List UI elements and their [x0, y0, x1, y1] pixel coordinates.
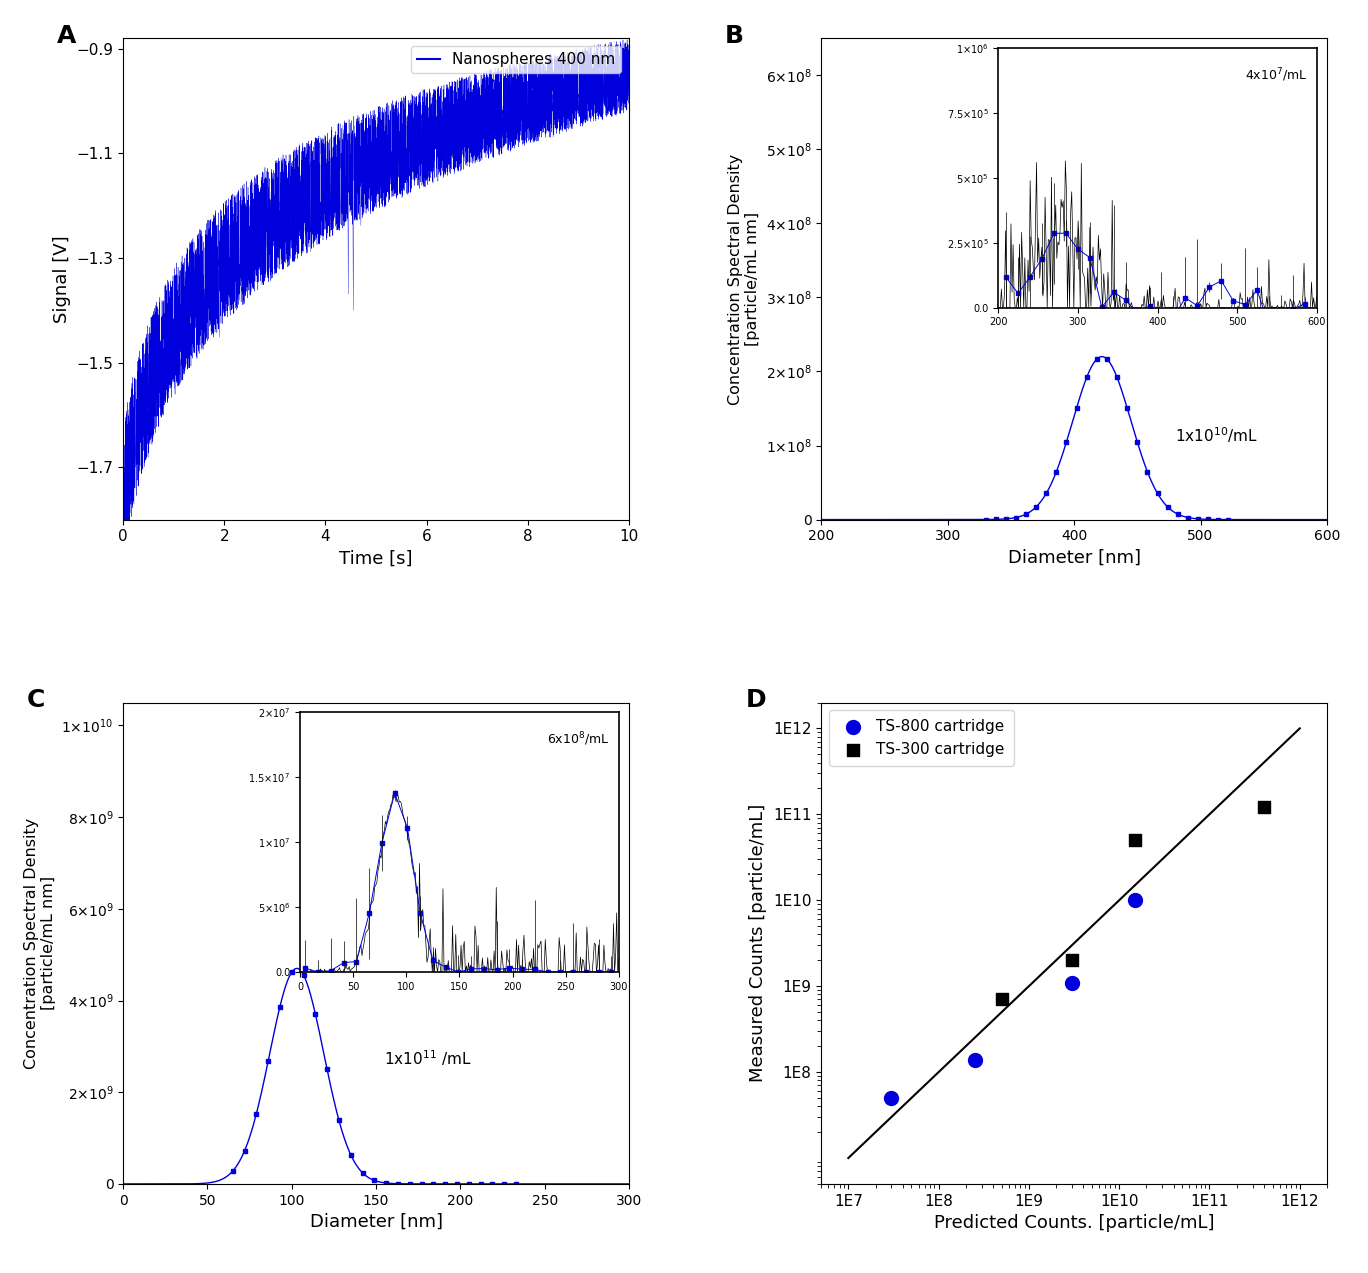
Text: A: A [57, 24, 77, 48]
TS-800 cartridge [1062, 973, 1083, 993]
Y-axis label: Signal [V]: Signal [V] [53, 236, 71, 322]
TS-300 cartridge [1253, 797, 1275, 817]
TS-800 cartridge [881, 1087, 903, 1108]
X-axis label: Diameter [nm]: Diameter [nm] [309, 1213, 442, 1231]
Text: 1x10$^{10}$/mL: 1x10$^{10}$/mL [1175, 425, 1259, 444]
TS-300 cartridge [990, 989, 1012, 1009]
Legend: Nanospheres 400 nm: Nanospheres 400 nm [410, 46, 621, 73]
Y-axis label: Concentration Spectral Density
[particle/mL nm]: Concentration Spectral Density [particle… [728, 153, 761, 405]
X-axis label: Predicted Counts. [particle/mL]: Predicted Counts. [particle/mL] [934, 1214, 1215, 1232]
Y-axis label: Measured Counts [particle/mL]: Measured Counts [particle/mL] [750, 805, 767, 1082]
X-axis label: Time [s]: Time [s] [339, 550, 413, 568]
Text: C: C [27, 689, 45, 712]
Y-axis label: Concentration Spectral Density
[particle/mL nm]: Concentration Spectral Density [particle… [23, 817, 56, 1069]
TS-800 cartridge [1124, 890, 1146, 910]
Legend: TS-800 cartridge, TS-300 cartridge: TS-800 cartridge, TS-300 cartridge [829, 710, 1014, 766]
TS-300 cartridge [1062, 950, 1083, 970]
Text: 1x10$^{11}$ /mL: 1x10$^{11}$ /mL [384, 1048, 472, 1068]
Text: B: B [725, 24, 744, 48]
Text: D: D [746, 689, 766, 712]
TS-800 cartridge [963, 1049, 985, 1069]
TS-300 cartridge [1124, 830, 1146, 850]
X-axis label: Diameter [nm]: Diameter [nm] [1008, 549, 1141, 566]
